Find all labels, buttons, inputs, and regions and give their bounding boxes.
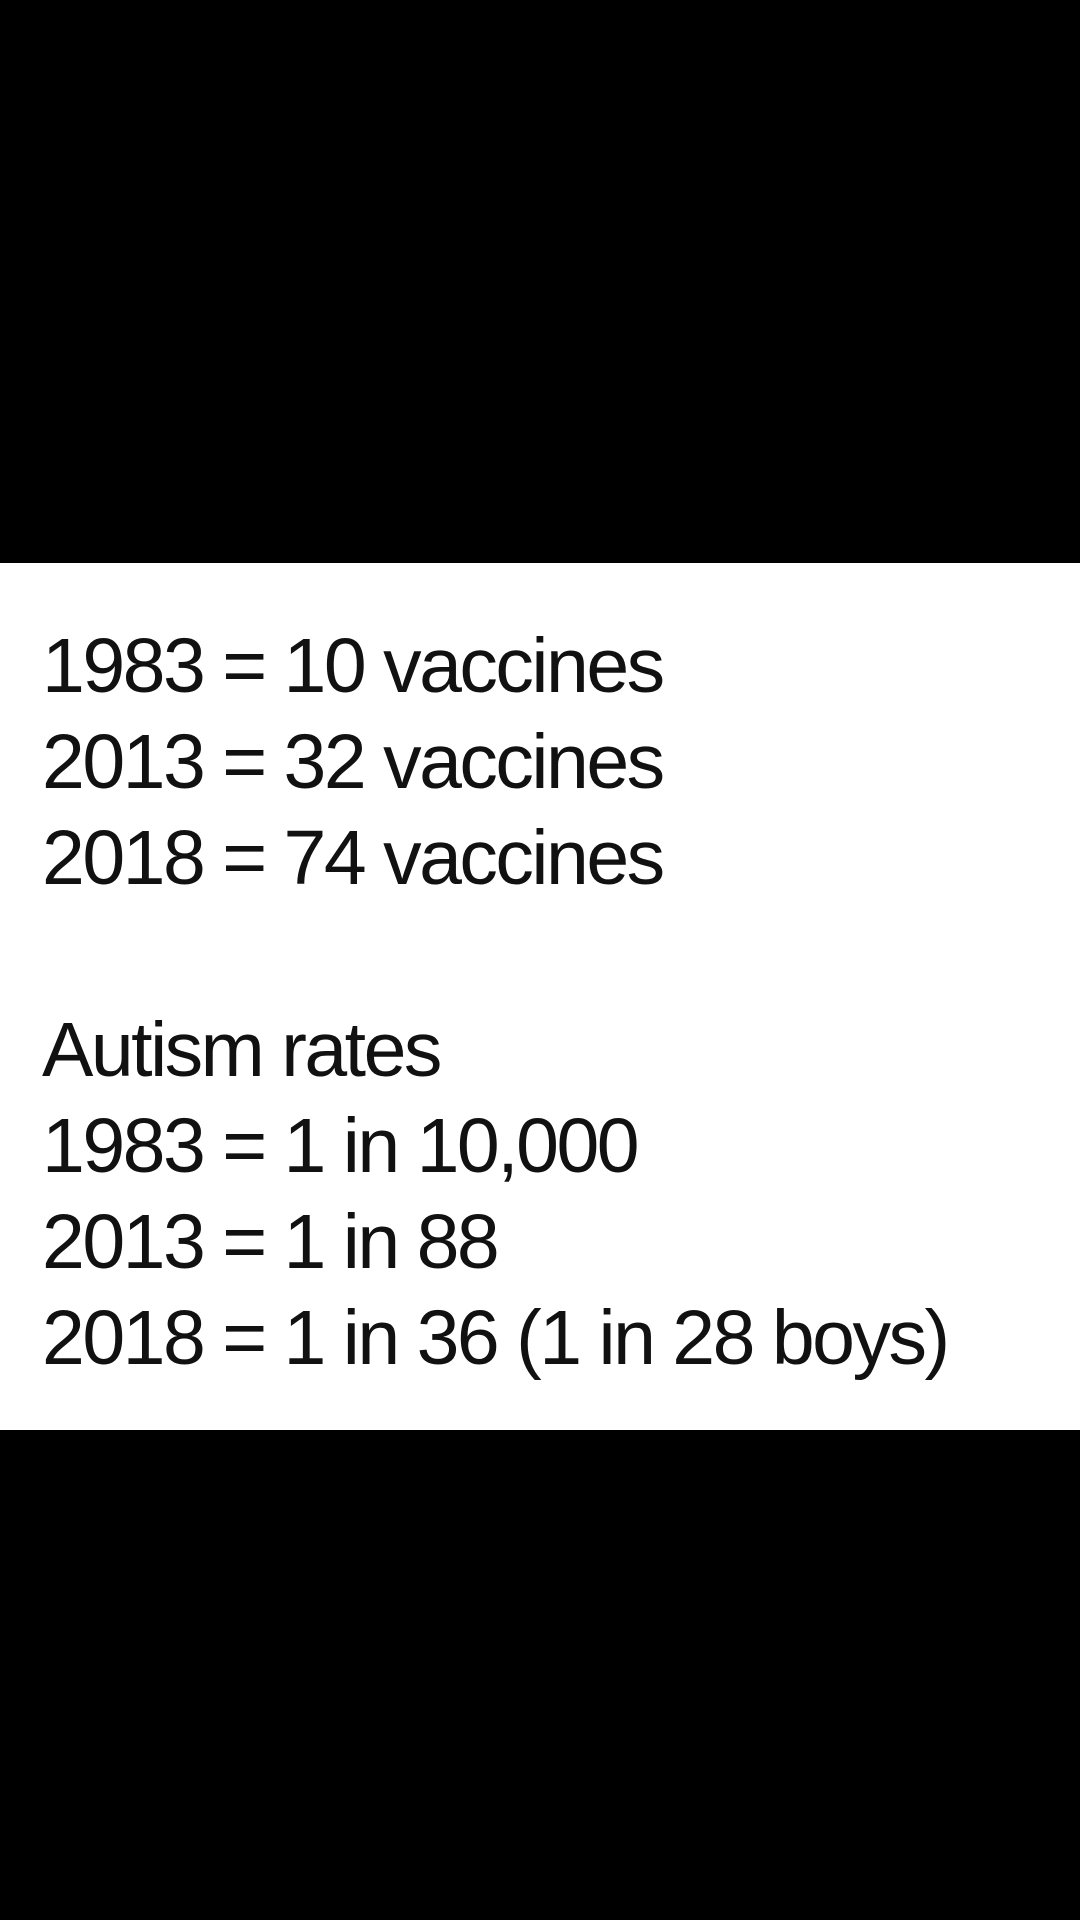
autism-line: 2018 = 1 in 36 (1 in 28 boys) <box>42 1295 950 1381</box>
text-content: 1983 = 10 vaccines 2013 = 32 vaccines 20… <box>42 618 950 1386</box>
vaccine-line: 2018 = 74 vaccines <box>42 815 665 901</box>
spacer <box>42 906 948 1002</box>
vaccine-line: 1983 = 10 vaccines <box>42 623 665 709</box>
vaccine-line: 2013 = 32 vaccines <box>42 719 665 805</box>
autism-heading: Autism rates <box>42 1007 442 1093</box>
autism-line: 1983 = 1 in 10,000 <box>42 1103 640 1189</box>
text-panel: 1983 = 10 vaccines 2013 = 32 vaccines 20… <box>0 563 1080 1430</box>
autism-line: 2013 = 1 in 88 <box>42 1199 500 1285</box>
